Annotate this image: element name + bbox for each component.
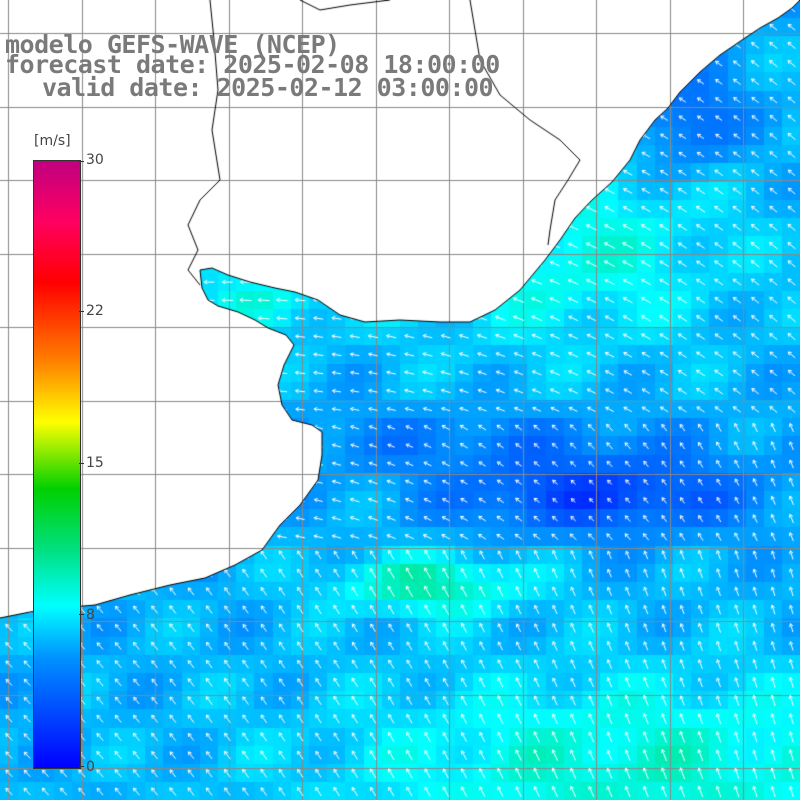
forecast-date: forecast date: 2025-02-08 18:00:00 [5,50,500,79]
colorbar-tick-label: 15 [86,455,104,471]
colorbar-tick-label: 30 [86,152,104,168]
valid-date: valid date: 2025-02-12 03:00:00 [42,73,494,102]
colorbar-tickmark [79,614,84,615]
colorbar-tickmark [79,766,84,767]
colorbar-tick-label: 0 [86,759,95,775]
colorbar-tick-label: 8 [86,607,95,623]
colorbar-gradient [33,160,81,769]
colorbar-tickmark [79,311,84,312]
colorbar-tickmark [79,161,84,162]
colorbar-tick-label: 22 [86,303,104,319]
model-title: modelo GEFS-WAVE (NCEP) [5,30,340,59]
colorbar-unit: [m/s] [34,133,71,149]
colorbar-tickmark [79,463,84,464]
